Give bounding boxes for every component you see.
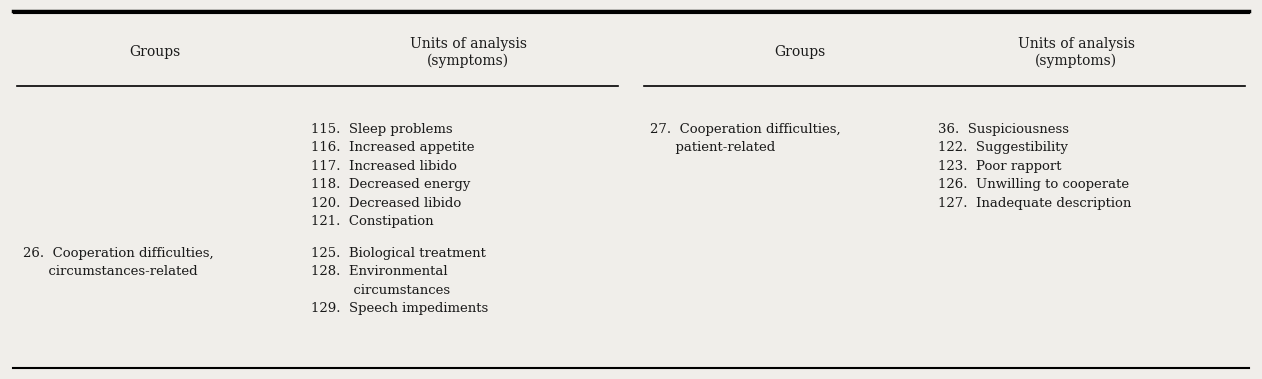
Text: 27.  Cooperation difficulties,
      patient-related: 27. Cooperation difficulties, patient-re…	[650, 123, 840, 154]
Text: 125.  Biological treatment
128.  Environmental
          circumstances
129.  Spe: 125. Biological treatment 128. Environme…	[312, 247, 488, 315]
Text: Units of analysis
(symptoms): Units of analysis (symptoms)	[410, 37, 526, 68]
Text: Groups: Groups	[775, 45, 825, 60]
Text: Groups: Groups	[129, 45, 180, 60]
Text: Units of analysis
(symptoms): Units of analysis (symptoms)	[1017, 37, 1135, 68]
Text: 115.  Sleep problems
116.  Increased appetite
117.  Increased libido
118.  Decre: 115. Sleep problems 116. Increased appet…	[312, 123, 475, 228]
Text: 36.  Suspiciousness
122.  Suggestibility
123.  Poor rapport
126.  Unwilling to c: 36. Suspiciousness 122. Suggestibility 1…	[938, 123, 1132, 210]
Text: 26.  Cooperation difficulties,
      circumstances-related: 26. Cooperation difficulties, circumstan…	[23, 247, 213, 279]
